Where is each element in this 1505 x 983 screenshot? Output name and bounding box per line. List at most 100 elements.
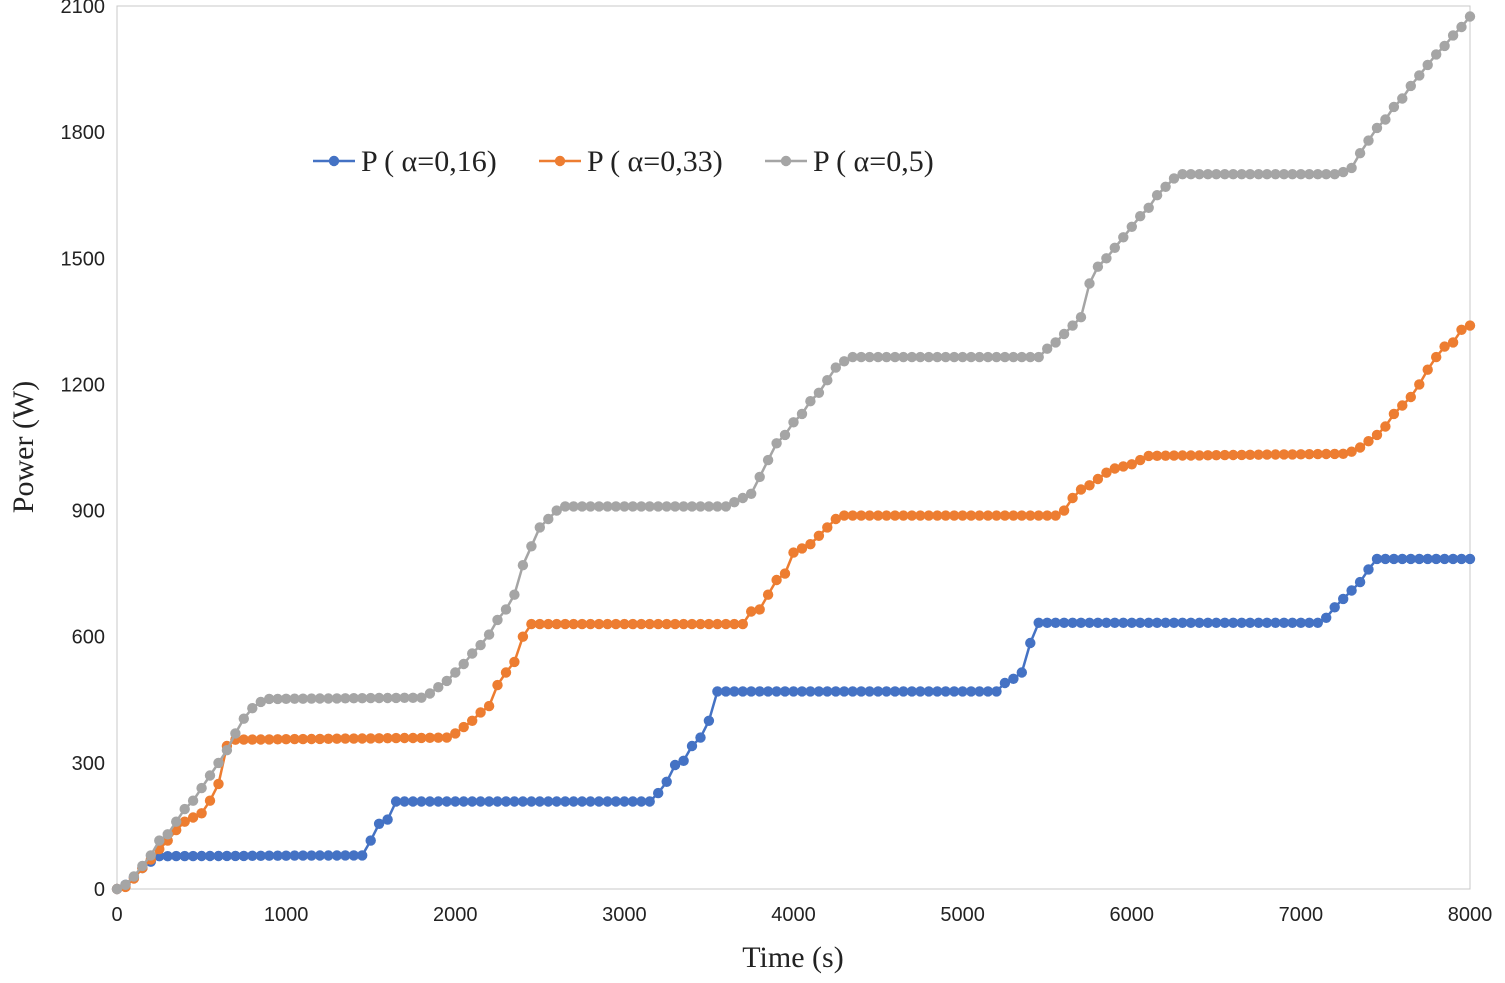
data-point [1244,169,1256,180]
data-point [450,728,461,739]
data-point [407,692,419,703]
data-point [1422,364,1433,375]
data-point [357,850,368,861]
data-point [661,618,672,630]
data-point [661,501,672,512]
data-point [864,510,875,521]
data-point [1008,510,1019,521]
data-point [323,693,334,704]
data-point [1312,617,1324,628]
data-point [974,686,985,697]
data-point [357,733,368,744]
data-point [297,850,309,861]
data-point [737,618,748,630]
data-point [991,686,1002,697]
data-point [407,732,419,744]
data-point [949,351,960,363]
data-point [881,686,892,697]
data-point [1050,510,1061,521]
data-point [1354,442,1366,453]
data-point [221,745,233,756]
data-point [399,692,410,703]
data-point [805,539,816,550]
data-point [534,522,545,533]
data-point [932,686,943,697]
data-point [1338,448,1349,459]
data-point [754,686,765,697]
data-point [1211,450,1222,461]
data-point [1202,169,1214,180]
data-point [1219,617,1231,628]
legend-swatch-marker [554,155,566,167]
data-point [602,796,613,807]
data-point [264,850,275,861]
data-point [576,501,588,512]
data-point [399,732,410,744]
data-point [678,618,689,630]
data-point [1228,617,1239,628]
data-point [610,618,622,630]
data-point [238,734,249,745]
data-point [517,631,529,642]
legend-label: P ( α=0,16) [361,145,497,178]
data-point [695,501,706,512]
data-point [839,686,850,697]
data-point [551,796,562,807]
data-point [247,703,258,714]
data-point [543,513,554,525]
y-tick-label: 1200 [61,374,106,396]
data-point [390,692,402,704]
data-point [1075,617,1087,628]
data-point [280,734,292,745]
data-point [1456,553,1467,565]
data-point [915,510,926,521]
data-point [678,755,689,766]
data-point [636,501,647,512]
data-point [906,686,918,697]
data-point [1270,169,1281,180]
data-point [1058,617,1070,628]
data-point [475,707,486,718]
data-point [255,696,266,708]
data-point [509,589,520,600]
data-point [949,510,960,521]
data-point [357,693,368,704]
y-tick-label: 1800 [61,122,106,144]
data-point [128,871,140,882]
data-point [373,733,385,744]
data-point [940,510,951,521]
data-point [788,686,799,697]
data-point [154,835,165,846]
data-point [686,618,698,630]
data-point [230,850,241,862]
data-point [602,618,613,630]
data-point [1143,202,1154,213]
data-point [1295,449,1307,460]
data-point [712,686,723,697]
data-point [839,356,850,367]
data-point [856,686,867,697]
data-point [703,618,715,630]
data-point [526,618,537,630]
data-point [771,686,782,697]
data-point [1236,169,1247,180]
data-point [1464,320,1476,331]
series-layer [111,11,1476,895]
data-point [974,510,985,521]
x-tick-label: 3000 [602,904,647,926]
data-point [982,351,994,363]
data-point [1219,169,1231,180]
data-point [864,351,875,363]
data-point [1075,484,1087,495]
legend: P ( α=0,16) P ( α=0,33) P ( α=0,5) [313,145,934,178]
series-2 [111,320,1476,895]
data-point [796,686,808,697]
data-point [847,351,858,363]
data-point [1194,617,1205,628]
data-point [864,686,875,697]
data-point [247,734,258,745]
data-point [1371,553,1383,565]
data-point [762,589,774,600]
data-point [492,614,503,626]
data-point [906,351,918,363]
